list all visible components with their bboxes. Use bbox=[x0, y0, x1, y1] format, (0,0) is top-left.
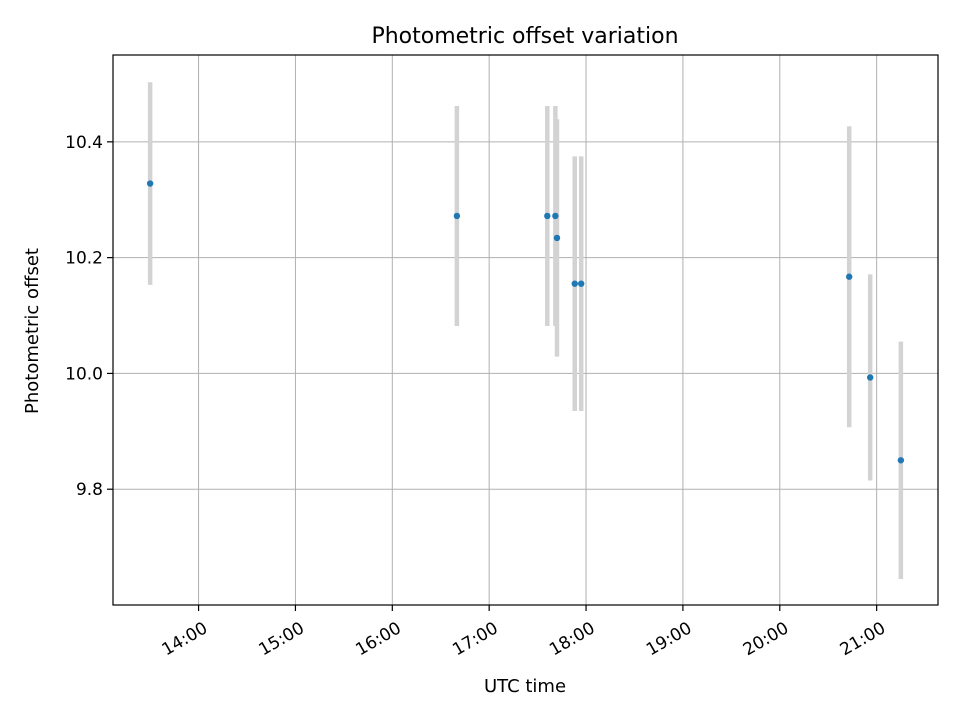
y-tick-label: 9.8 bbox=[76, 480, 103, 500]
data-point bbox=[866, 374, 874, 381]
data-point bbox=[571, 280, 578, 287]
data-point bbox=[553, 234, 561, 242]
x-axis-label: UTC time bbox=[484, 676, 566, 697]
y-tick-label: 10.4 bbox=[65, 133, 103, 153]
data-points bbox=[146, 180, 905, 464]
data-point bbox=[577, 280, 585, 287]
data-point bbox=[552, 212, 559, 220]
y-tick-label: 10.0 bbox=[65, 364, 103, 384]
data-point bbox=[544, 212, 551, 220]
data-point bbox=[146, 180, 154, 187]
y-axis: 9.8 10.0 10.2 10.4 bbox=[65, 133, 113, 500]
grid bbox=[113, 55, 938, 605]
data-point bbox=[453, 212, 461, 220]
y-tick-label: 10.2 bbox=[65, 249, 103, 269]
chart-title: Photometric offset variation bbox=[371, 24, 678, 49]
y-axis-label: Photometric offset bbox=[22, 248, 43, 414]
data-point bbox=[846, 273, 853, 280]
data-point bbox=[897, 457, 905, 464]
plot-frame bbox=[112, 54, 939, 606]
